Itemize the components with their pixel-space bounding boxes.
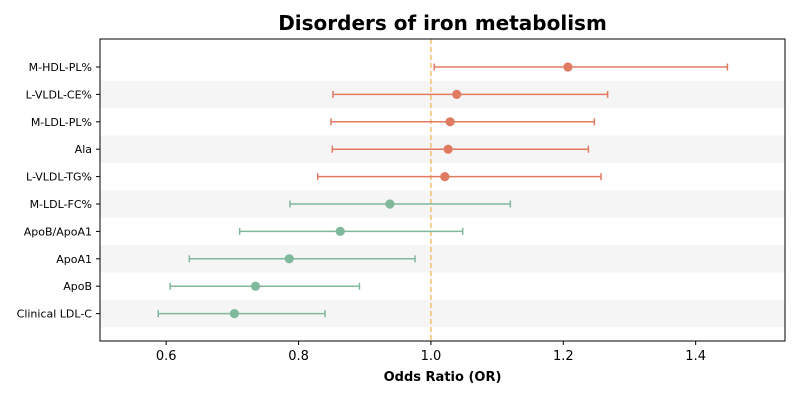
y-tick-label: Clinical LDL-C [17,308,93,321]
y-tick-label: L-VLDL-CE% [26,88,92,101]
forest-row [330,117,596,127]
or-point [445,117,455,127]
forest-row [316,172,602,182]
y-tick-label: M-HDL-PL% [29,61,92,74]
or-point [440,172,450,182]
x-tick-label: 1.4 [685,349,706,364]
y-tick-label: M-LDL-PL% [31,116,92,129]
x-tick-label: 1.2 [553,349,574,364]
y-tick-label: L-VLDL-TG% [26,171,92,184]
y-axis: M-HDL-PL% L-VLDL-CE% M-LDL-PL% Ala L-VLDL-TG… [17,61,100,321]
forest-row [238,226,464,236]
x-axis-label: Odds Ratio (OR) [384,370,502,385]
or-point [229,309,239,319]
or-point [452,89,462,99]
y-tick-label: M-LDL-FC% [30,198,92,211]
marks-layer [157,62,729,319]
or-point [250,281,261,291]
or-point [335,226,345,236]
chart-title: Disorders of iron metabolism [278,11,607,35]
forest-row [332,89,609,99]
forest-row [157,309,326,319]
y-tick-label: Ala [75,143,92,156]
forest-row [188,254,416,264]
y-tick-label: ApoB [63,280,92,293]
y-tick-label: ApoB/ApoA1 [24,225,92,238]
x-tick-label: 0.6 [156,349,177,364]
x-tick-label: 1.0 [421,349,442,364]
x-tick-label: 0.8 [288,349,309,364]
x-axis: 0.6 0.8 1.0 1.2 1.4 [156,341,706,364]
or-point [443,144,453,154]
forest-row [433,62,729,72]
or-point [385,199,395,209]
forest-row [169,281,361,291]
or-point [284,254,294,264]
forest-row [289,199,512,209]
forest-row [331,144,590,154]
y-tick-label: ApoA1 [56,253,92,266]
or-point [563,62,573,72]
plot-frame [99,38,786,342]
